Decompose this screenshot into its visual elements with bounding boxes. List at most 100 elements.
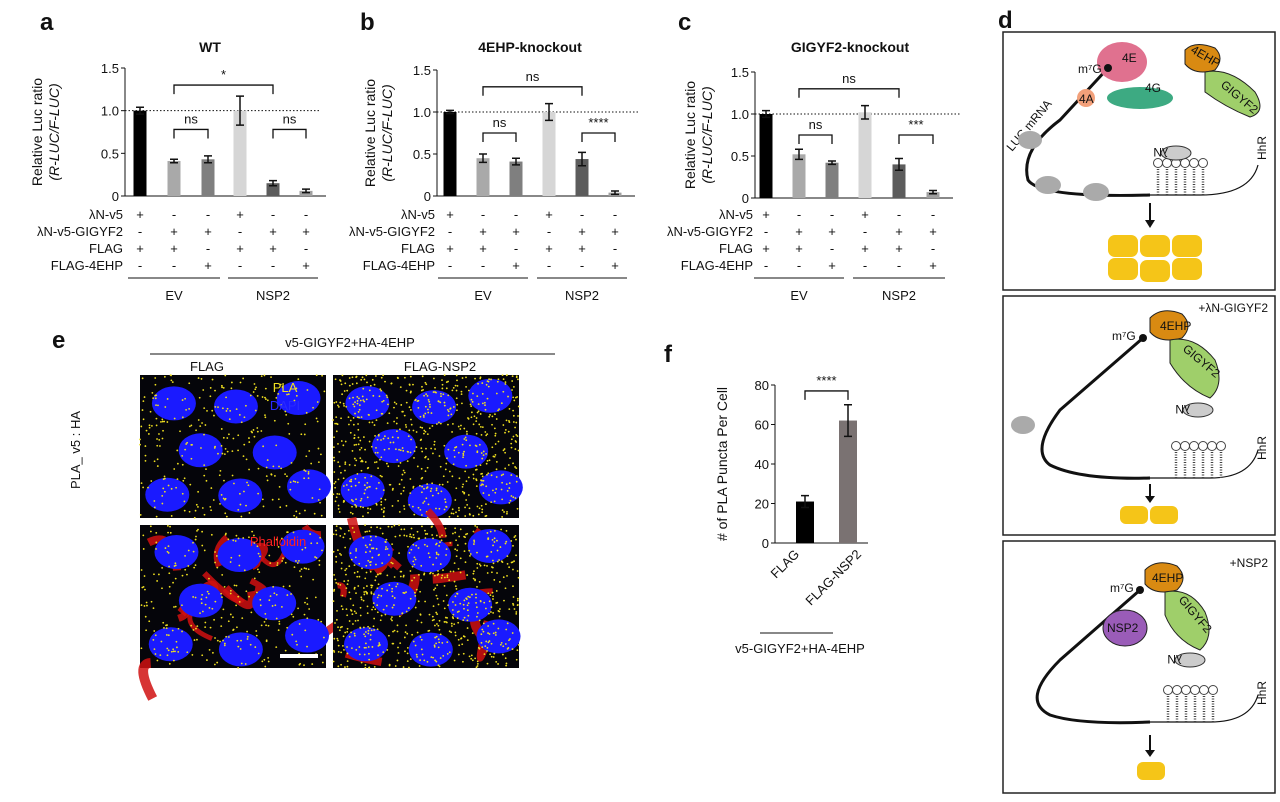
pla-dot (375, 563, 377, 566)
pla-dot (168, 585, 171, 588)
pla-dot (282, 557, 284, 560)
condition-value: + (136, 241, 144, 256)
pla-dot (270, 473, 273, 476)
pla-dot (265, 624, 267, 627)
pla-dot (225, 515, 228, 518)
pla-dot (463, 607, 465, 610)
pla-dot (396, 583, 399, 585)
pla-dot (285, 414, 288, 416)
pla-dot (361, 395, 364, 398)
pla-dot (501, 653, 504, 656)
pla-dot (204, 626, 207, 629)
pla-dot (367, 511, 369, 514)
pla-dot (401, 447, 404, 449)
pla-dot (384, 613, 387, 616)
pla-dot (512, 385, 515, 388)
pla-dot (464, 436, 467, 439)
pla-dot (448, 470, 451, 473)
pla-dot (414, 558, 417, 561)
pla-dot (485, 555, 488, 558)
significance-bracket (272, 128, 307, 139)
bar (892, 164, 906, 198)
pla-dot (401, 612, 404, 615)
condition-value: + (302, 224, 310, 239)
pla-dot (290, 613, 293, 616)
pla-dot (420, 467, 423, 470)
pla-dot (486, 473, 488, 476)
y-axis-label: # of PLA Puncta Per Cell (714, 387, 730, 541)
pla-dot (354, 619, 357, 622)
pla-dot (314, 596, 317, 599)
pla-dot (192, 550, 195, 553)
pla-dot (162, 429, 164, 432)
pla-dot (486, 433, 489, 436)
pla-dot (363, 436, 365, 438)
pla-dot (470, 657, 473, 660)
pla-dot (402, 574, 405, 577)
pla-dot (139, 443, 141, 446)
pla-dot (461, 485, 464, 488)
pla-dot (386, 462, 388, 465)
pla-dot (455, 446, 458, 448)
pla-dot (387, 403, 389, 406)
pla-dot (445, 594, 448, 597)
phalloidin-signal (138, 658, 158, 701)
pla-dot (512, 396, 515, 399)
condition-value: - (514, 241, 518, 256)
pla-dot (432, 391, 435, 393)
pla-dot (381, 412, 384, 415)
hhr-label: HhR (1255, 436, 1269, 460)
pla-dot (455, 389, 458, 392)
pla-dot (334, 578, 337, 581)
condition-value: - (897, 258, 901, 273)
pla-dot (476, 612, 479, 614)
pla-dot (398, 524, 400, 527)
pla-dot (207, 592, 210, 595)
pla-dot (359, 626, 362, 629)
pla-dot (501, 498, 504, 501)
pla-dot (421, 476, 424, 479)
pla-dot (419, 484, 421, 487)
pla-dot (459, 528, 462, 531)
pla-dot (493, 541, 496, 543)
pla-dot (209, 626, 212, 629)
pla-dot (243, 490, 245, 493)
pla-dot (500, 402, 503, 405)
pla-dot (368, 440, 371, 443)
pla-dot (353, 531, 356, 534)
pla-dot (490, 606, 493, 609)
hairpin-loop (1189, 441, 1199, 451)
pla-dot (193, 639, 196, 641)
condition-value: - (481, 258, 485, 273)
pla-dot (364, 461, 367, 463)
panel-label-b: b (360, 9, 375, 36)
pla-dot (255, 591, 258, 594)
pla-dot (199, 612, 201, 615)
pla-dot (476, 615, 478, 618)
pla-dot (402, 449, 405, 452)
hairpin-loop (1171, 441, 1181, 451)
pla-dot (371, 547, 373, 550)
pla-dot (148, 620, 151, 623)
pla-dot (439, 536, 441, 538)
pla-dot (362, 506, 364, 509)
pla-dot (167, 531, 169, 534)
pla-dot (337, 443, 339, 445)
pla-dot (434, 587, 437, 590)
pla-dot (303, 567, 306, 570)
pla-dot (382, 515, 385, 518)
pla-dot (425, 487, 428, 490)
pla-dot (498, 610, 501, 613)
pla-dot (303, 613, 306, 616)
pla-dot (334, 480, 337, 483)
4ehp-label: 4EHP (1152, 571, 1183, 585)
pla-dot (479, 413, 482, 415)
pla-dot (506, 489, 509, 492)
pla-dot (433, 574, 436, 577)
pla-dot (365, 374, 368, 377)
pla-dot (476, 526, 479, 528)
pla-dot (339, 401, 342, 404)
pla-dot (344, 569, 347, 572)
pla-dot (436, 623, 438, 625)
error-bar (512, 157, 520, 166)
